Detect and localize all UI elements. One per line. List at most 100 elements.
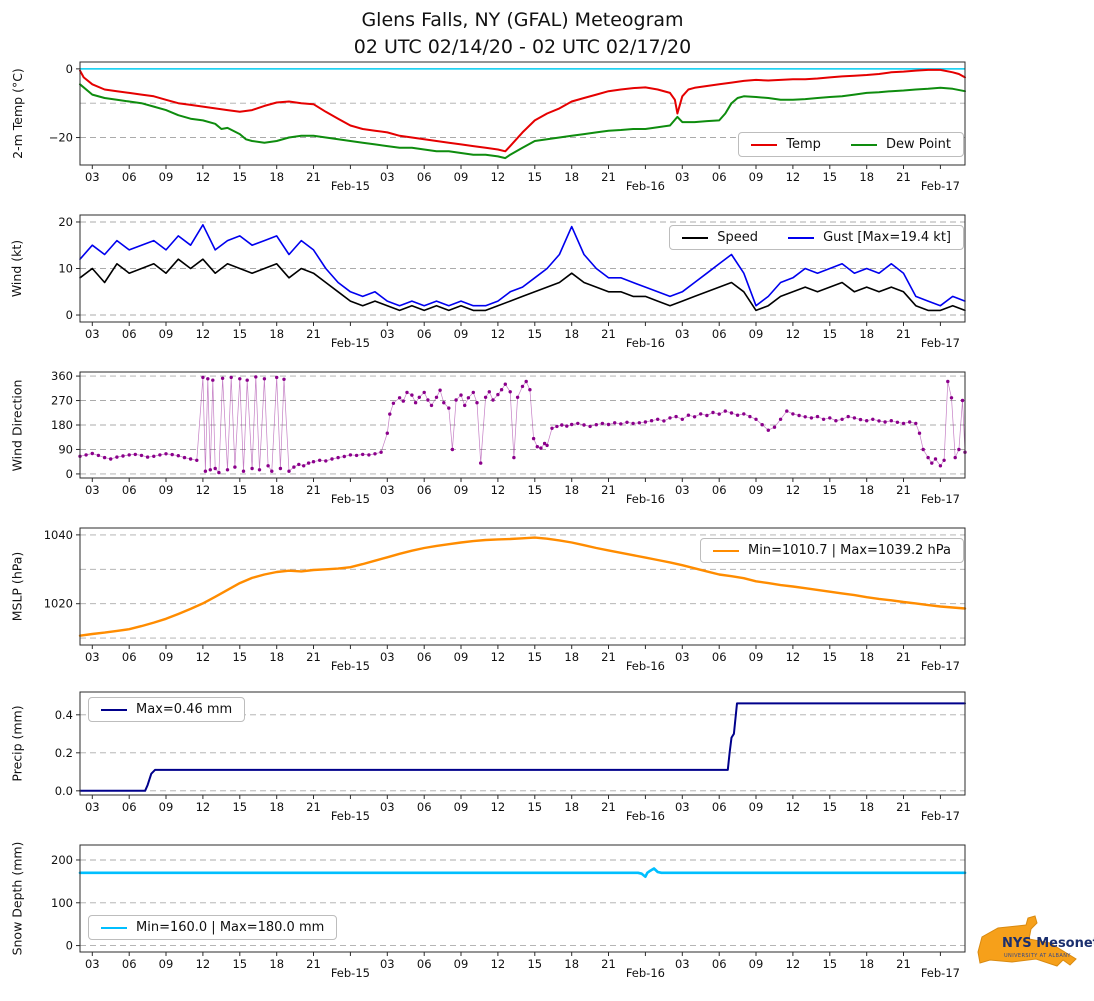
- mesonet-logo: NYS Mesonet UNIVERSITY AT ALBANY: [970, 912, 1094, 982]
- temp-line: [79, 68, 966, 153]
- x-tick-label: 12: [491, 800, 506, 814]
- legend-label-speed: Speed: [717, 230, 759, 245]
- x-tick-label: 12: [491, 483, 506, 497]
- legend-item-dew-point: Dew Point: [850, 137, 951, 152]
- x-tick-label: 12: [491, 170, 506, 184]
- precip-line-swatch: [101, 708, 127, 711]
- x-tick-label: 18: [859, 650, 874, 664]
- x-tick-label: 12: [491, 327, 506, 341]
- x-tick-label: 21: [601, 957, 616, 971]
- x-tick-label: 03: [85, 483, 100, 497]
- x-tick-label: 06: [712, 800, 727, 814]
- x-tick-label: 09: [454, 327, 469, 341]
- x-tick-label: 15: [822, 957, 837, 971]
- temperature-chart: 0 −20 03 06 09 12 15 18 21 Feb-15 03 06 09 12 15 18 21 Fe…: [49, 61, 966, 193]
- legend-item-temp: Temp: [751, 137, 821, 152]
- precip-legend: Max=0.46 mm: [88, 697, 246, 722]
- wind-gridlines: [80, 221, 965, 316]
- y-tick-label: 0.0: [55, 784, 73, 798]
- x-tick-label: 15: [822, 800, 837, 814]
- x-tick-label: 12: [786, 650, 801, 664]
- x-tick-label: 09: [159, 483, 174, 497]
- x-tick-label: 06: [712, 327, 727, 341]
- x-tick-label: 06: [122, 327, 137, 341]
- wind-y-axis-label: Wind (kt): [9, 239, 25, 298]
- x-tick-label: 03: [675, 650, 690, 664]
- snow-y-axis: Snow Depth (mm): [0, 842, 34, 956]
- x-tick-label: 09: [749, 957, 764, 971]
- x-tick-label: 12: [196, 483, 211, 497]
- panel-temperature: 2-m Temp (°C) 0 −20 03 06 09 12 15 18 21 Feb-15 03…: [0, 61, 1094, 197]
- x-tick-label: Feb-15: [331, 809, 370, 823]
- y-tick-label: 270: [51, 394, 73, 408]
- x-tick-label: 15: [527, 650, 542, 664]
- x-tick-label: Feb-15: [331, 659, 370, 673]
- x-tick-label: 12: [196, 957, 211, 971]
- y-tick-label: 0.2: [55, 746, 73, 760]
- y-tick-label: 1040: [44, 528, 73, 542]
- mslp-y-axis: MSLP (hPa): [0, 528, 34, 645]
- x-tick-label: 03: [675, 483, 690, 497]
- mslp-chart: 1020 1040 03 06 09 12 15 18 21 Feb-15 03 06 09 12 15 18…: [44, 527, 967, 673]
- y-tick-label: 90: [58, 443, 73, 457]
- snow-y-axis-label: Snow Depth (mm): [9, 841, 25, 956]
- figure-subtitle: 02 UTC 02/14/20 - 02 UTC 02/17/20: [353, 35, 692, 58]
- temp-line-swatch: [751, 143, 778, 146]
- x-tick-label: 09: [749, 483, 764, 497]
- snow-depth-line: [78, 867, 967, 879]
- mslp-ticks: 1020 1040 03 06 09 12 15 18 21 Feb-15 03 06 09 12 15 18…: [44, 528, 960, 673]
- mslp-line-swatch: [713, 549, 740, 552]
- precip-y-axis-label: Precip (mm): [9, 705, 25, 782]
- x-tick-label: Feb-15: [331, 179, 370, 193]
- x-tick-label: Feb-17: [921, 179, 960, 193]
- x-tick-label: 18: [564, 957, 579, 971]
- x-tick-label: 12: [196, 170, 211, 184]
- x-tick-label: 09: [454, 650, 469, 664]
- x-tick-label: 03: [675, 327, 690, 341]
- x-tick-label: 21: [601, 327, 616, 341]
- x-tick-label: 06: [122, 650, 137, 664]
- x-tick-label: 06: [122, 483, 137, 497]
- x-tick-label: 15: [232, 327, 247, 341]
- precip-line: [79, 702, 966, 792]
- x-tick-label: 09: [749, 800, 764, 814]
- x-tick-label: 18: [859, 957, 874, 971]
- wind-direction-y-axis-label: Wind Direction: [9, 379, 25, 471]
- x-tick-label: 15: [527, 327, 542, 341]
- x-tick-label: 21: [306, 800, 321, 814]
- mslp-axes-box: [79, 527, 966, 646]
- logo-text: NYS Mesonet: [1002, 936, 1094, 951]
- precip-y-axis: Precip (mm): [0, 692, 34, 795]
- x-tick-label: 18: [564, 170, 579, 184]
- panel-snow-depth: Snow Depth (mm) 0 100 200 03 06 09 12 15 18 21 Feb…: [0, 842, 1094, 984]
- legend-label-mslp: Min=1010.7 | Max=1039.2 hPa: [748, 543, 951, 558]
- x-tick-label: 15: [527, 170, 542, 184]
- x-tick-label: 09: [159, 957, 174, 971]
- x-tick-label: 06: [417, 800, 432, 814]
- x-tick-label: Feb-17: [921, 492, 960, 506]
- x-tick-label: 06: [712, 650, 727, 664]
- x-tick-label: 15: [232, 170, 247, 184]
- y-tick-label: 0: [66, 467, 73, 481]
- wdir-series: [78, 375, 967, 475]
- x-tick-label: Feb-15: [331, 966, 370, 980]
- x-tick-label: 15: [527, 800, 542, 814]
- legend-label-precip: Max=0.46 mm: [136, 702, 233, 717]
- wind-series: [79, 224, 966, 312]
- snow-line-swatch: [101, 926, 127, 929]
- x-tick-label: 03: [380, 800, 395, 814]
- x-tick-label: 06: [417, 327, 432, 341]
- wind-legend: Speed Gust [Max=19.4 kt]: [669, 225, 964, 250]
- x-tick-label: Feb-15: [331, 492, 370, 506]
- y-tick-label: 0: [66, 308, 73, 322]
- x-tick-label: 06: [417, 957, 432, 971]
- x-tick-label: 12: [491, 957, 506, 971]
- x-tick-label: 09: [159, 170, 174, 184]
- x-tick-label: 09: [159, 800, 174, 814]
- precip-series: [79, 702, 966, 792]
- temp-y-axis: 2-m Temp (°C): [0, 62, 34, 165]
- x-tick-label: 09: [749, 650, 764, 664]
- x-tick-label: 15: [527, 483, 542, 497]
- precip-axes-box: [79, 691, 966, 796]
